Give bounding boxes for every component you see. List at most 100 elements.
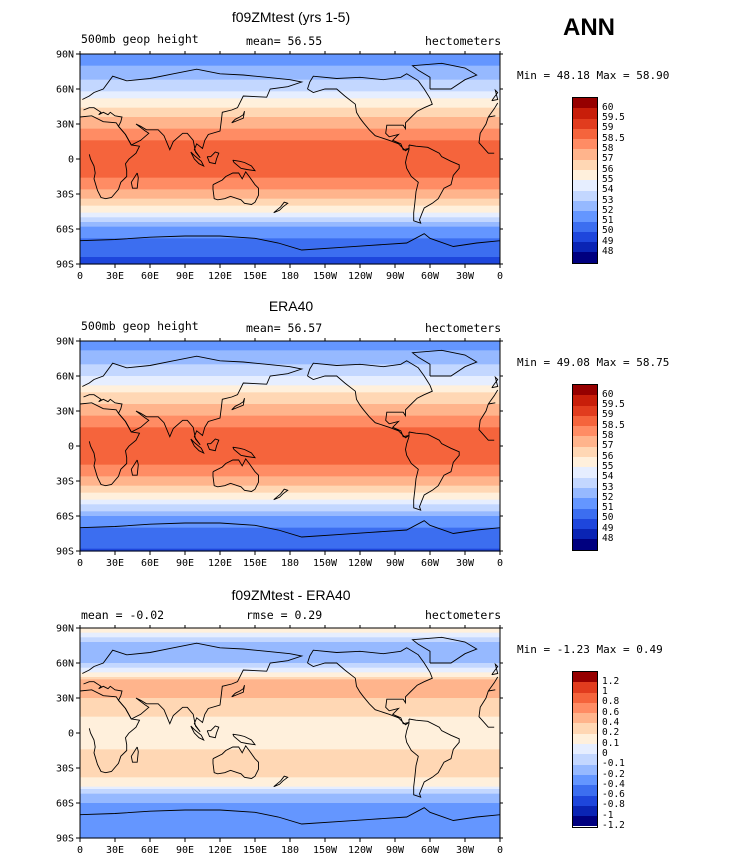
colorbar-label: -0.6 [602,789,625,801]
field-band [80,345,500,349]
field-band [80,723,500,727]
field-band [80,504,500,508]
y-tick-label: 90N [56,337,74,348]
x-tick-label: 0 [77,558,83,569]
coastline [206,725,220,739]
field-band [80,474,500,477]
field-band [80,726,500,729]
panel-3-units-label: hectometers [425,608,502,622]
field-band [80,448,500,452]
colorbar-swatch [573,487,597,499]
season-label: ANN [563,14,615,41]
field-band [80,404,500,407]
field-band [80,810,500,813]
panel-1-mean-label: mean= 56.55 [246,34,323,48]
field-band [80,485,500,489]
colorbar-swatch [573,764,597,775]
colorbar-label: -1 [602,809,614,821]
field-band [80,63,500,67]
field-band [80,677,500,680]
field-band [80,495,500,498]
coastline [307,360,433,439]
colorbar-swatch [573,108,597,119]
colorbar-label: 60 [602,101,614,113]
field-band [80,653,500,657]
colorbar-swatch [573,682,597,693]
y-tick-label: 30S [56,477,74,488]
field-band [80,89,500,92]
x-tick-label: 150E [243,558,267,569]
field-band [80,721,500,725]
field-band [80,833,500,837]
coastline [231,398,245,411]
field-band [80,413,500,417]
coastline [79,402,495,487]
colorbar-label: 54 [602,184,614,196]
coastline [206,438,220,452]
colorbar-label: 58.5 [602,132,625,144]
coastline [206,151,220,165]
colorbar-label: 58 [602,143,614,154]
field-band [80,835,500,839]
colorbar-label: 48 [602,246,614,257]
colorbar-swatch [573,159,597,171]
colorbar-swatch [573,426,597,437]
field-band [80,392,500,396]
x-tick-label: 120W [348,558,373,569]
colorbar-swatch [573,518,597,530]
field-band [80,467,500,470]
x-tick-label: 0 [497,845,503,856]
field-band [80,751,500,755]
field-band [80,348,500,351]
field-band [80,152,500,155]
field-band [80,763,500,767]
field-band [80,693,500,697]
field-band [80,651,500,655]
field-band [80,432,500,435]
x-tick-label: 150W [313,271,338,282]
colorbar-label: 59 [602,122,614,134]
colorbar-swatch [573,231,597,243]
y-tick-label: 60S [56,799,74,810]
field-band [80,107,500,111]
field-band [80,243,500,246]
colorbar-label: -1.2 [602,820,625,831]
x-tick-label: 0 [497,558,503,569]
coastline [130,172,139,189]
coastline [307,647,433,726]
panel-2-title: ERA40 [268,298,314,314]
coastline [79,115,495,200]
field-band [80,61,500,64]
field-band [80,518,500,522]
colorbar-swatch [573,128,597,140]
coastline [273,201,289,214]
field-band [80,240,500,244]
field-band [80,831,500,834]
colorbar-label: 48 [602,533,614,544]
colorbar-label: 59.5 [602,399,625,411]
colorbar-swatch [573,672,597,683]
y-tick-label: 60S [56,225,74,236]
field-band [80,705,500,708]
coastline [273,775,289,788]
colorbar-swatch [573,785,597,796]
field-band [80,642,500,645]
field-band [80,502,500,505]
field-band [80,509,500,512]
field-band [80,355,500,358]
field-band [80,117,500,120]
field-band [80,478,500,482]
colorbar-label: 49 [602,522,614,534]
field-band [80,131,500,134]
y-tick-label: 30N [56,694,74,705]
field-band [80,182,500,186]
field-band [80,784,500,788]
field-band [80,208,500,211]
field-band [80,397,500,400]
field-band [80,548,500,552]
colorbar-label: 60 [602,388,614,400]
field-band [80,110,500,113]
field-band [80,826,500,830]
field-band [80,359,500,363]
y-tick-label: 90S [56,547,74,558]
